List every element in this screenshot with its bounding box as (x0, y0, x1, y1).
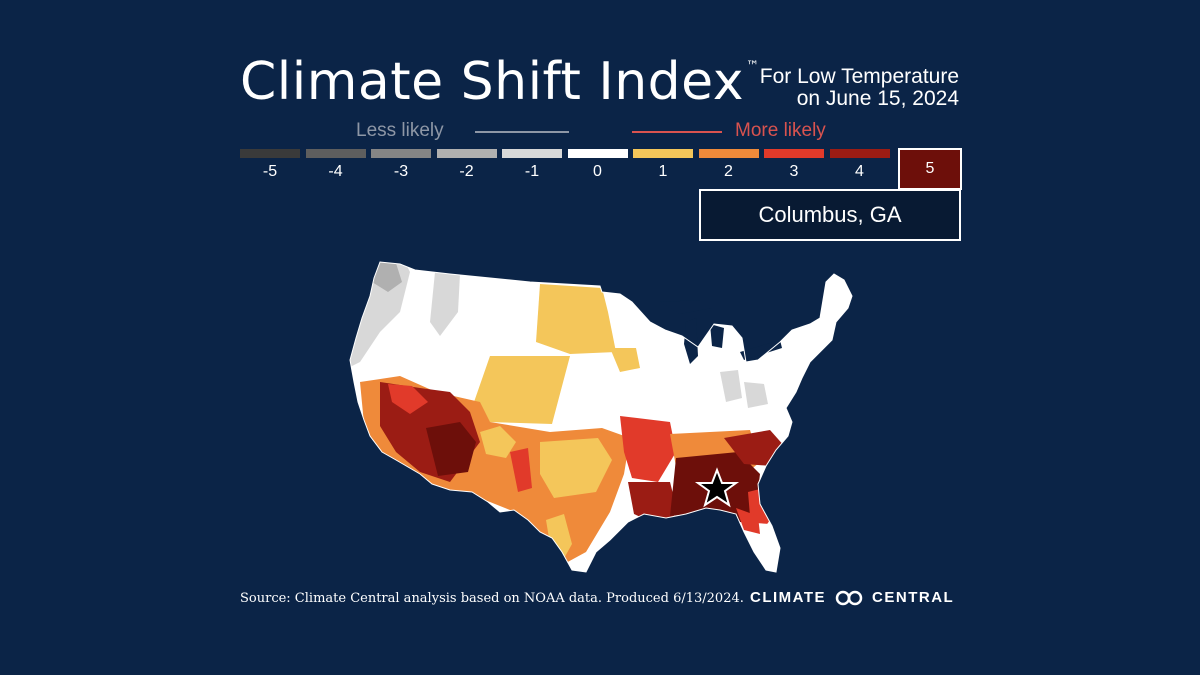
legend-swatch (567, 149, 628, 158)
region-carolinas-level4 (724, 430, 786, 466)
subtitle-line-2: on June 15, 2024 (796, 87, 959, 110)
region-south-florida-level0 (740, 522, 780, 570)
source-note: Source: Climate Central analysis based o… (240, 591, 744, 606)
highlight-level-value: 5 (925, 160, 935, 177)
legend-swatch (764, 149, 824, 158)
highlight-level-box: 5 (898, 148, 962, 190)
us-outline (349, 261, 853, 573)
legend-swatch (829, 149, 890, 158)
region-virginia-minus1 (744, 382, 768, 408)
us-map (349, 261, 853, 573)
region-louisiana-level4 (628, 482, 678, 524)
legend-tick-label: -2 (459, 163, 474, 180)
star-icon (694, 467, 740, 508)
more-likely-line (632, 131, 722, 133)
region-new-mexico-level1 (480, 426, 516, 458)
legend-tick-label: 1 (658, 163, 668, 180)
location-label: Columbus, GA (758, 202, 902, 227)
region-dakotas-level1 (536, 284, 616, 354)
legend-tick-label: 3 (789, 163, 799, 180)
legend-tick-label: 0 (593, 163, 602, 180)
legend-tick-label: -3 (393, 163, 409, 180)
legend-swatch (240, 149, 300, 158)
legend-swatch (371, 149, 431, 158)
logo-rings-icon (835, 590, 863, 605)
title-text: Climate Shift Index (240, 52, 745, 112)
region-iowa-level1 (610, 348, 640, 372)
climate-central-logo: CLIMATE CENTRAL (750, 589, 954, 606)
legend-tick-label: 2 (724, 163, 733, 180)
legend-swatch (502, 149, 562, 158)
trademark-mark: ™ (746, 59, 760, 74)
region-nevada-level3 (388, 384, 428, 414)
page-title: Climate Shift Index ™ (240, 56, 760, 108)
legend-swatch (305, 149, 366, 158)
region-arkansas-level3 (620, 416, 676, 482)
location-box: Columbus, GA (699, 189, 961, 241)
more-likely-label: More likely (735, 120, 826, 141)
less-likely-label: Less likely (356, 120, 444, 141)
lake-michigan (684, 318, 698, 364)
less-likely-line (475, 131, 569, 133)
lake-huron (710, 324, 724, 348)
legend-swatch (698, 149, 759, 158)
region-arizona-level5 (426, 422, 476, 476)
logo-text-left: CLIMATE (750, 589, 827, 606)
subtitle: For Low Temperature on June 15, 2024 (760, 66, 959, 110)
lake-erie-ontario (740, 340, 782, 360)
region-west-texas-level3 (510, 448, 532, 492)
legend-tick-label: -4 (328, 163, 343, 180)
legend-swatch (436, 149, 497, 158)
legend-tick-label: -5 (262, 163, 278, 180)
region-south-texas-level1 (546, 514, 572, 562)
map-fill-regions (350, 262, 852, 572)
legend-tick-label: -1 (524, 163, 540, 180)
legend-tick-label: 4 (855, 163, 864, 180)
region-texas-level1 (540, 438, 612, 498)
region-colorado-wyoming-level1 (474, 356, 570, 424)
region-idaho-minus1 (430, 272, 460, 336)
lake-superior (660, 300, 712, 314)
subtitle-line-1: For Low Temperature (759, 65, 959, 88)
legend-swatch (633, 149, 693, 158)
region-north-florida-level3 (736, 508, 760, 534)
region-ohio-minus1 (720, 370, 742, 402)
logo-text-right: CENTRAL (872, 589, 955, 606)
